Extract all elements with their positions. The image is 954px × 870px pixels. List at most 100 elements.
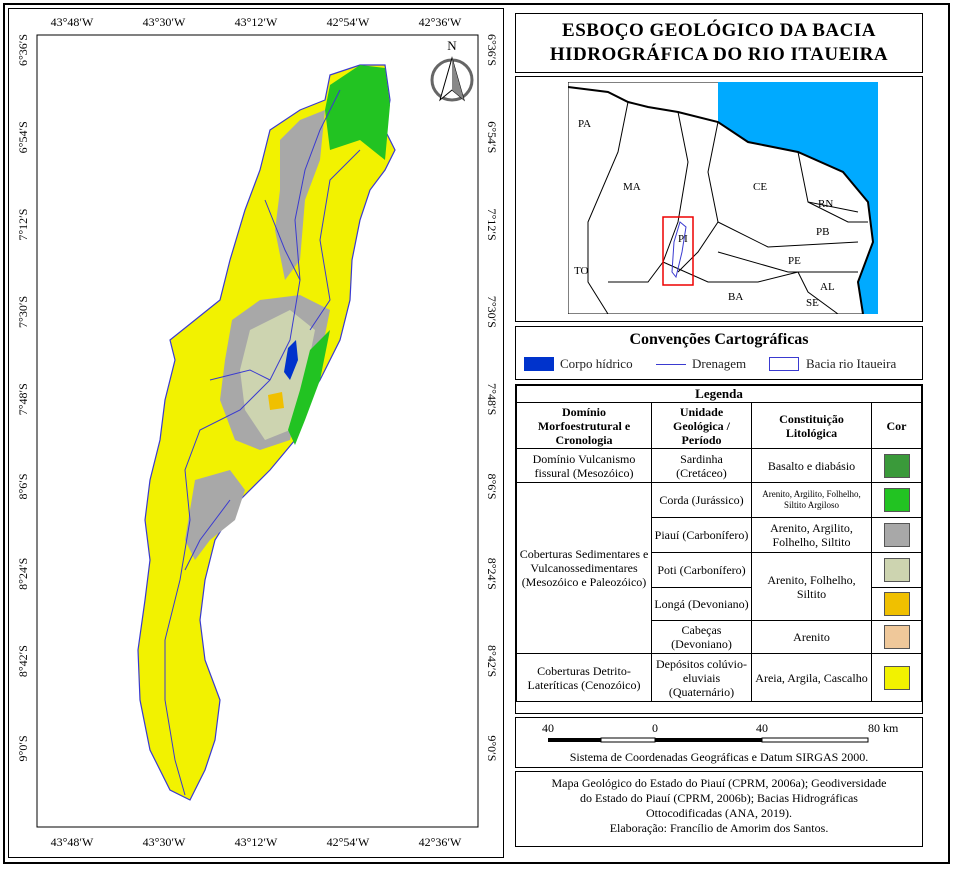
source-line: Ottocodificadas (ANA, 2019).	[646, 806, 792, 820]
geo-piaui-south	[185, 470, 245, 560]
unit: Cabeças (Devoniano)	[651, 620, 752, 654]
scale-box	[515, 717, 923, 768]
sources-box: Mapa Geológico do Estado do Piauí (CPRM,…	[515, 771, 923, 847]
scale-label: 0	[652, 721, 658, 735]
study-area-box	[662, 216, 694, 286]
lithology: Arenito, Folhelho, Siltito	[751, 552, 872, 621]
lithology: Arenito, Argilito, Folhelho, Siltito Arg…	[751, 482, 872, 518]
lithology: Basalto e diabásio	[751, 448, 872, 483]
lat-label: 7°12′S	[16, 209, 30, 241]
source-line: Elaboração: Francílio de Amorim dos Sant…	[609, 821, 829, 835]
state-label: MA	[623, 181, 641, 193]
state-label: RN	[818, 198, 833, 210]
source-line: do Estado do Piauí (CPRM, 2006b); Bacias…	[580, 791, 858, 805]
unit: Piauí (Carbonífero)	[651, 517, 752, 553]
legend-box: Legenda Domínio Morfoestrutural e Cronol…	[515, 384, 923, 714]
lithology: Arenito, Argilito, Folhelho, Siltito	[751, 517, 872, 553]
lat-label: 6°36′S	[16, 34, 30, 66]
lon-label: 43°12′W	[235, 835, 278, 849]
unit: Corda (Jurássico)	[651, 482, 752, 518]
header: Cor	[871, 402, 922, 449]
lat-label: 8°24′S	[16, 558, 30, 590]
scale-label: 80 km	[868, 721, 899, 735]
conventions-title: Convenções Cartográficas	[629, 331, 809, 348]
state-borders	[587, 101, 868, 314]
lat-label: 7°30′S	[16, 296, 30, 328]
lat-label: 9°0′S	[485, 735, 499, 761]
lat-label: 6°36′S	[485, 34, 499, 66]
scale-bar: 40 0 40 80 km Sistema de Coordenadas Geo…	[542, 721, 899, 764]
conventions-box: Convenções Cartográficas Corpo hídrico D…	[515, 326, 923, 380]
domain: Coberturas Detrito-Lateríticas (Cenozóic…	[516, 653, 652, 702]
lat-label: 8°6′S	[485, 473, 499, 499]
lat-label: 7°30′S	[485, 296, 499, 328]
unit: Sardinha (Cretáceo)	[651, 448, 752, 483]
header: Unidade Geológica / Período	[651, 402, 752, 449]
lat-label: 7°48′S	[16, 383, 30, 415]
lat-label: 6°54′S	[16, 121, 30, 153]
geo-longa	[268, 392, 284, 410]
swatch	[883, 592, 910, 616]
source-line: Mapa Geológico do Estado do Piauí (CPRM,…	[551, 776, 887, 790]
lon-label: 42°36′W	[419, 15, 462, 29]
state-label: PI	[678, 233, 688, 245]
water-body	[284, 340, 298, 380]
rivers	[164, 89, 361, 796]
geo-corda-east	[288, 330, 330, 445]
lon-label: 42°36′W	[419, 835, 462, 849]
lat-label: 8°42′S	[485, 645, 499, 677]
lat-label: 8°24′S	[485, 558, 499, 590]
unit: Poti (Carbonífero)	[651, 552, 752, 588]
swatch	[883, 488, 910, 512]
outer-frame	[3, 3, 950, 864]
symbol-basin	[769, 357, 799, 371]
title-box: ESBOÇO GEOLÓGICO DA BACIA HIDROGRÁFICA D…	[515, 13, 923, 73]
lat-label: 8°42′S	[16, 645, 30, 677]
state-label: PA	[578, 118, 591, 130]
lithology: Arenito	[751, 620, 872, 654]
state-label: TO	[574, 265, 589, 277]
domain: Coberturas Sedimentares e Vulcanossedime…	[516, 482, 652, 654]
scale-label: 40	[756, 721, 768, 735]
symbol-water	[524, 357, 554, 371]
inset-box	[515, 76, 923, 322]
convention-label: Drenagem	[692, 356, 747, 371]
main-map: N 43°48′W 43°48′W 43°30′W 43°30′W 43°12′W 43°…	[16, 15, 499, 849]
geo-corda	[325, 65, 390, 160]
scale-label: 40	[542, 721, 554, 735]
lon-label: 42°54′W	[327, 15, 370, 29]
convention-label: Bacia rio Itaueira	[806, 356, 897, 371]
state-label: SE	[806, 297, 819, 309]
datum-note: Sistema de Coordenadas Geográficas e Dat…	[570, 750, 869, 764]
state-label: CE	[753, 181, 767, 193]
domain: Domínio Vulcanismo fissural (Mesozóico)	[516, 448, 652, 483]
lon-label: 43°30′W	[143, 835, 186, 849]
convention-label: Corpo hídrico	[560, 356, 633, 371]
state-label: PB	[816, 226, 829, 238]
symbol-drainage	[656, 364, 686, 365]
inset-map: PA MA CE RN PB PE AL SE BA TO PI	[568, 82, 878, 314]
header: Domínio Morfoestrutural e Cronologia	[516, 402, 652, 449]
lat-label: 6°54′S	[485, 121, 499, 153]
swatch	[883, 625, 910, 649]
header: Constituição Litológica	[751, 402, 872, 449]
legend-table: Legenda Domínio Morfoestrutural e Cronol…	[516, 385, 922, 702]
north-label: N	[447, 38, 457, 53]
lithology: Areia, Argila, Cascalho	[751, 653, 872, 702]
lon-label: 42°54′W	[327, 835, 370, 849]
state-label: AL	[820, 281, 835, 293]
lon-label: 43°30′W	[143, 15, 186, 29]
swatch	[883, 523, 910, 547]
swatch	[883, 665, 910, 690]
basin-outline	[671, 221, 687, 279]
state-label: PE	[788, 255, 801, 267]
state-labels: PA MA CE RN PB PE AL SE BA TO PI	[574, 118, 835, 309]
legend-title: Legenda	[516, 385, 922, 403]
unit: Depósitos colúvio-eluviais (Quaternário)	[651, 653, 752, 702]
lat-label: 7°48′S	[485, 383, 499, 415]
state-label: BA	[728, 291, 743, 303]
lat-label: 9°0′S	[16, 735, 30, 761]
lon-label: 43°12′W	[235, 15, 278, 29]
north-arrow	[430, 56, 474, 102]
